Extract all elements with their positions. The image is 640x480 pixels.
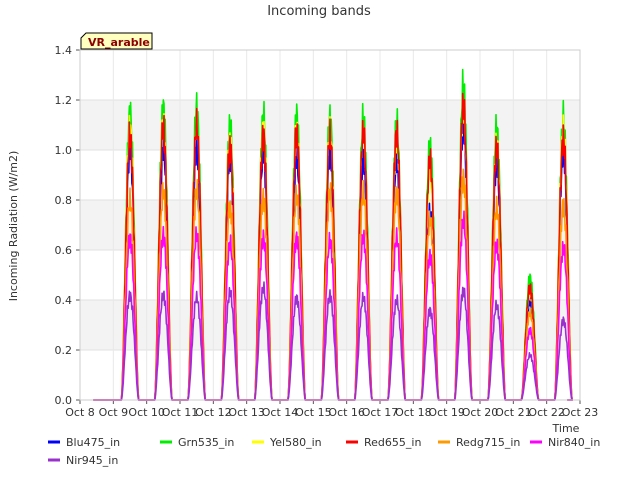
x-tick-label: Oct 22 bbox=[528, 406, 565, 419]
x-tick-label: Oct 10 bbox=[128, 406, 165, 419]
y-tick-label: 1.2 bbox=[55, 94, 73, 107]
x-tick-label: Oct 14 bbox=[262, 406, 299, 419]
legend-label: Nir945_in bbox=[66, 454, 118, 467]
y-axis-label: Incoming Radiation (W/m2) bbox=[7, 151, 20, 302]
x-tick-label: Oct 21 bbox=[495, 406, 532, 419]
y-tick-label: 0.6 bbox=[55, 244, 73, 257]
legend-label: Yel580_in bbox=[269, 436, 322, 449]
y-tick-label: 0.2 bbox=[55, 344, 73, 357]
legend-label: Grn535_in bbox=[178, 436, 234, 449]
x-tick-label: Oct 8 bbox=[65, 406, 95, 419]
legend-label: Red655_in bbox=[364, 436, 421, 449]
x-tick-label: Oct 15 bbox=[295, 406, 332, 419]
x-tick-label: Oct 12 bbox=[195, 406, 232, 419]
legend: Blu475_in Grn535_in Yel580_in Red655_in Redg… bbox=[48, 436, 600, 467]
chart-title: Incoming bands bbox=[267, 4, 371, 19]
plot-background bbox=[80, 50, 580, 400]
legend-label: Blu475_in bbox=[66, 436, 120, 449]
y-axis: 0.0 0.2 0.4 0.6 0.8 1.0 1.2 1.4 bbox=[55, 44, 80, 407]
vr-badge-label: VR_arable bbox=[88, 36, 150, 49]
x-tick-label: Oct 9 bbox=[99, 406, 129, 419]
y-tick-label: 1.0 bbox=[55, 144, 73, 157]
x-tick-label: Oct 11 bbox=[162, 406, 199, 419]
y-tick-label: 0.4 bbox=[55, 294, 73, 307]
legend-label: Nir840_in bbox=[548, 436, 600, 449]
x-tick-label: Oct 20 bbox=[462, 406, 499, 419]
vr-badge: VR_arable bbox=[80, 32, 153, 50]
y-tick-label: 0.0 bbox=[55, 394, 73, 407]
vr-badge-box bbox=[80, 32, 153, 50]
x-tick-label: Oct 19 bbox=[428, 406, 465, 419]
y-tick-label: 0.8 bbox=[55, 194, 73, 207]
y-tick-label: 1.4 bbox=[55, 44, 73, 57]
x-tick-label: Oct 17 bbox=[362, 406, 399, 419]
x-tick-label: Oct 16 bbox=[328, 406, 365, 419]
x-tick-label: Oct 13 bbox=[228, 406, 265, 419]
x-tick-label: Oct 23 bbox=[562, 406, 599, 419]
plot-frame bbox=[79, 49, 581, 401]
x-tick-label: Oct 18 bbox=[395, 406, 432, 419]
x-axis-label: Time bbox=[552, 422, 580, 435]
plot-band bbox=[80, 300, 580, 350]
legend-label: Redg715_in bbox=[456, 436, 520, 449]
